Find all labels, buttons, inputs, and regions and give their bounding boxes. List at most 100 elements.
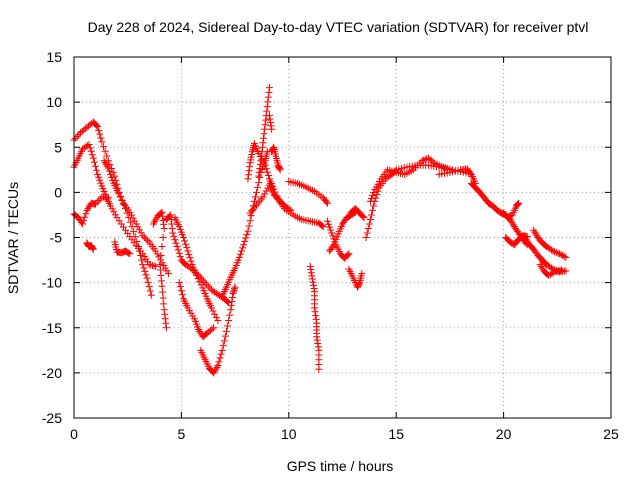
data-point: [345, 250, 353, 258]
data-point: [103, 152, 111, 160]
data-point: [113, 187, 121, 195]
data-point: [212, 365, 220, 373]
data-point: [97, 134, 105, 142]
series-arc20: [306, 262, 323, 373]
data-point: [171, 236, 179, 244]
data-point: [111, 211, 119, 219]
series-arc2: [70, 141, 160, 270]
data-point: [73, 132, 81, 140]
data-point: [90, 158, 98, 166]
data-point: [91, 200, 99, 208]
data-point: [276, 165, 284, 173]
data-point: [89, 154, 97, 162]
data-point: [260, 160, 268, 168]
data-point: [312, 312, 320, 320]
data-point: [256, 153, 264, 161]
series-arc9: [171, 214, 222, 325]
y-tick-label: -10: [42, 275, 62, 291]
data-point: [225, 317, 233, 325]
data-point: [244, 175, 252, 183]
grid-lines: [74, 57, 611, 418]
data-point: [159, 234, 167, 241]
data-point: [199, 277, 207, 285]
data-point: [95, 173, 103, 181]
data-point: [175, 279, 183, 287]
data-point: [94, 122, 102, 130]
data-point: [552, 248, 560, 256]
data-point: [214, 362, 222, 370]
data-point: [359, 213, 367, 221]
data-point: [530, 226, 538, 234]
data-point: [229, 289, 237, 297]
data-point: [306, 262, 314, 270]
data-point: [367, 194, 375, 202]
data-point: [207, 304, 215, 312]
data-point: [214, 317, 222, 325]
data-point: [240, 241, 248, 249]
data-point: [329, 242, 337, 250]
data-point: [218, 346, 226, 354]
data-point: [129, 214, 137, 222]
data-point: [101, 147, 109, 155]
data-point: [285, 205, 293, 213]
data-point: [231, 285, 239, 293]
series-arc8: [162, 211, 233, 306]
data-point: [271, 188, 279, 196]
data-point: [192, 271, 200, 279]
data-point: [235, 253, 243, 261]
data-point: [311, 308, 319, 316]
data-point: [263, 107, 271, 115]
x-tick-label: 15: [388, 426, 404, 442]
data-point: [253, 188, 261, 196]
data-point: [276, 166, 284, 174]
data-point: [84, 205, 92, 213]
series-arc10: [175, 279, 218, 341]
data-point: [562, 267, 570, 275]
data-point: [194, 275, 202, 283]
data-point: [559, 252, 567, 260]
series-arc17: [268, 179, 295, 214]
data-point: [104, 194, 112, 202]
data-point: [256, 173, 264, 181]
data-point: [254, 183, 262, 191]
data-point: [134, 223, 142, 231]
data-point: [110, 208, 118, 216]
data-point: [157, 252, 165, 260]
data-point: [260, 134, 268, 142]
data-point: [108, 205, 116, 213]
data-point: [103, 162, 111, 170]
series-arc11: [197, 283, 239, 377]
data-point: [229, 288, 237, 296]
data-point: [174, 246, 182, 254]
y-tick-label: -15: [42, 320, 62, 336]
data-point: [256, 164, 264, 172]
x-tick-label: 0: [70, 426, 78, 442]
data-point: [429, 158, 437, 166]
data-point: [420, 156, 428, 164]
data-point: [537, 262, 545, 270]
data-point: [260, 130, 268, 138]
series-arc19: [285, 178, 331, 207]
data-point: [236, 250, 244, 258]
data-point: [162, 324, 170, 332]
data-point: [132, 220, 140, 228]
data-point: [156, 261, 164, 269]
data-point: [255, 168, 263, 176]
data-point: [100, 157, 108, 165]
data-point: [140, 233, 148, 241]
data-point: [325, 220, 333, 228]
series-arc12: [218, 148, 271, 300]
data-point: [328, 229, 336, 237]
data-point: [367, 211, 375, 219]
data-point: [160, 220, 168, 228]
data-point: [258, 148, 266, 156]
data-point: [548, 270, 556, 278]
data-point: [111, 172, 119, 180]
data-point: [269, 144, 277, 152]
data-point: [508, 219, 516, 227]
data-point: [551, 248, 559, 256]
data-point: [168, 224, 176, 232]
data-point: [88, 243, 96, 251]
series-arc6: [100, 157, 173, 278]
data-point: [95, 126, 103, 134]
